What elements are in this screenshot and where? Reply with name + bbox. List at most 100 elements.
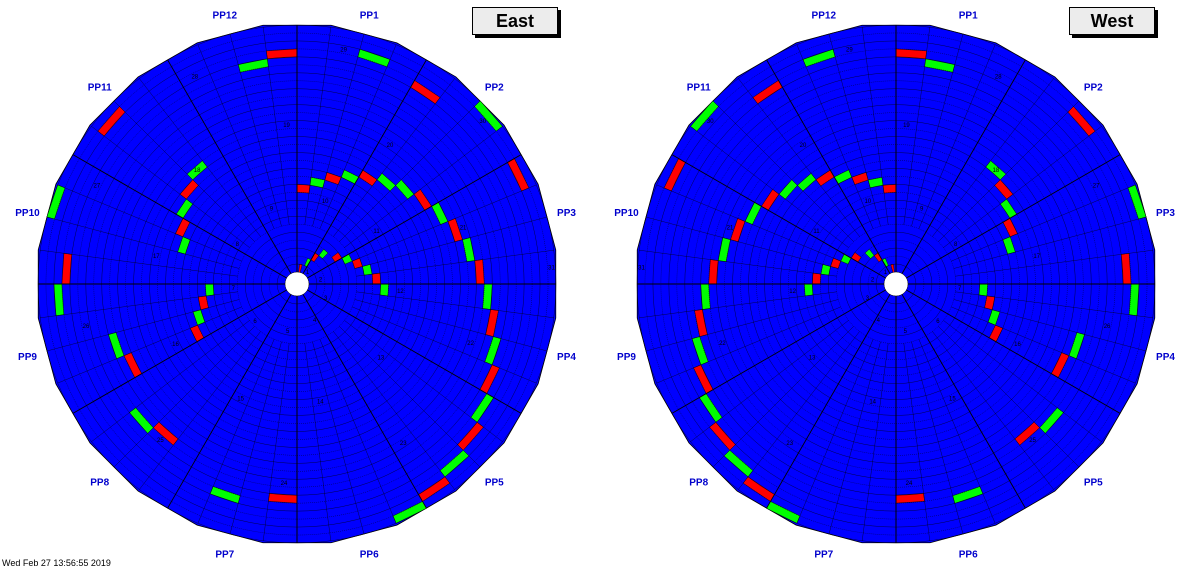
sector-line <box>40 250 238 277</box>
ring-number: 4 <box>877 318 881 324</box>
sector-line <box>738 78 860 237</box>
ring-number: 31 <box>548 265 555 271</box>
ring-number: 1 <box>306 270 310 276</box>
sector-line <box>312 33 365 227</box>
sector-line <box>911 33 964 227</box>
sector-line <box>712 100 854 242</box>
ring-number: 14 <box>869 399 876 405</box>
sector-line <box>229 341 282 535</box>
ring-number: 15 <box>237 396 244 402</box>
ring-number: 27 <box>1093 183 1100 189</box>
sector-line <box>197 339 275 524</box>
sector-line <box>671 154 886 279</box>
pp-label: PP10 <box>614 208 639 219</box>
sector-line <box>304 27 331 225</box>
ring-number: 8 <box>954 242 958 248</box>
ring-number: 29 <box>846 48 853 54</box>
ring-number: 21 <box>460 226 467 232</box>
sector-line <box>932 331 1054 490</box>
ring-number: 19 <box>903 123 910 129</box>
ring-number: 23 <box>786 441 793 447</box>
pp-label: PP2 <box>485 83 504 94</box>
sector-line <box>304 343 331 541</box>
pp-label: PP4 <box>557 352 576 363</box>
ring-number: 24 <box>906 481 913 487</box>
sector-line <box>344 320 503 442</box>
cell-red <box>371 272 381 285</box>
sector-line <box>113 326 255 468</box>
sector-line <box>938 100 1080 242</box>
sector-line <box>671 289 886 414</box>
sector-line <box>690 126 849 248</box>
ring-number: 12 <box>397 289 404 295</box>
ring-number: 13 <box>378 356 385 362</box>
ring-number: 17 <box>153 254 160 260</box>
ring-number: 5 <box>286 329 290 335</box>
east-title: East <box>472 7 558 35</box>
sector-line <box>932 78 1054 237</box>
pp-label: PP12 <box>812 11 837 22</box>
ring-number: 28 <box>191 75 198 81</box>
sector-line <box>197 44 275 229</box>
ring-number: 3 <box>866 296 870 302</box>
sector-line <box>862 27 889 225</box>
sector-line <box>356 291 554 318</box>
ring-number: 20 <box>800 143 807 149</box>
sector-line <box>911 341 964 535</box>
sector-line <box>862 343 889 541</box>
ring-number: 6 <box>936 319 940 325</box>
panel-east: 1234567891011121314151617181920212223242… <box>15 11 576 561</box>
sector-line <box>46 216 240 269</box>
sector-line <box>354 216 548 269</box>
sector-line <box>333 78 455 237</box>
sector-line <box>938 326 1080 468</box>
sector-line <box>903 343 930 541</box>
sector-line <box>828 341 881 535</box>
cell-green <box>205 283 215 297</box>
ring-number: 11 <box>813 229 820 235</box>
ring-number: 2 <box>319 277 323 283</box>
ring-number: 7 <box>958 286 962 292</box>
sector-line <box>229 33 282 227</box>
ring-number: 30 <box>479 119 486 125</box>
sector-line <box>91 320 250 442</box>
ring-number: 25 <box>157 438 164 444</box>
sector-line <box>901 294 1026 509</box>
west-title: West <box>1069 7 1155 35</box>
sector-line <box>955 250 1153 277</box>
ring-number: 10 <box>322 199 329 205</box>
sector-line <box>943 126 1102 248</box>
sector-line <box>263 343 290 541</box>
sector-line <box>356 250 554 277</box>
sector-line <box>918 339 996 524</box>
sector-line <box>645 299 839 352</box>
ring-number: 16 <box>172 342 179 348</box>
ring-number: 6 <box>253 319 257 325</box>
pp-label: PP10 <box>15 208 40 219</box>
sector-line <box>302 294 427 509</box>
pp-label: PP7 <box>215 549 234 560</box>
ring-number: 27 <box>94 183 101 189</box>
sector-line <box>307 289 522 414</box>
sector-line <box>951 184 1136 262</box>
sector-line <box>319 339 397 524</box>
sector-line <box>344 126 503 248</box>
sector-line <box>167 59 292 274</box>
ring-number: 20 <box>387 143 394 149</box>
sector-line <box>46 299 240 352</box>
sector-line <box>645 216 839 269</box>
sector-line <box>766 294 891 509</box>
ring-number: 11 <box>373 229 380 235</box>
sector-line <box>918 44 996 229</box>
ring-number: 22 <box>719 341 726 347</box>
sector-line <box>263 27 290 225</box>
ring-number: 4 <box>313 318 317 324</box>
sector-line <box>656 306 841 384</box>
ring-number: 15 <box>949 396 956 402</box>
sector-line <box>333 331 455 490</box>
pp-label: PP5 <box>485 477 504 488</box>
sector-line <box>766 59 891 274</box>
ring-number: 18 <box>194 168 201 174</box>
pp-label: PP12 <box>213 11 238 22</box>
ring-number: 26 <box>83 324 90 330</box>
